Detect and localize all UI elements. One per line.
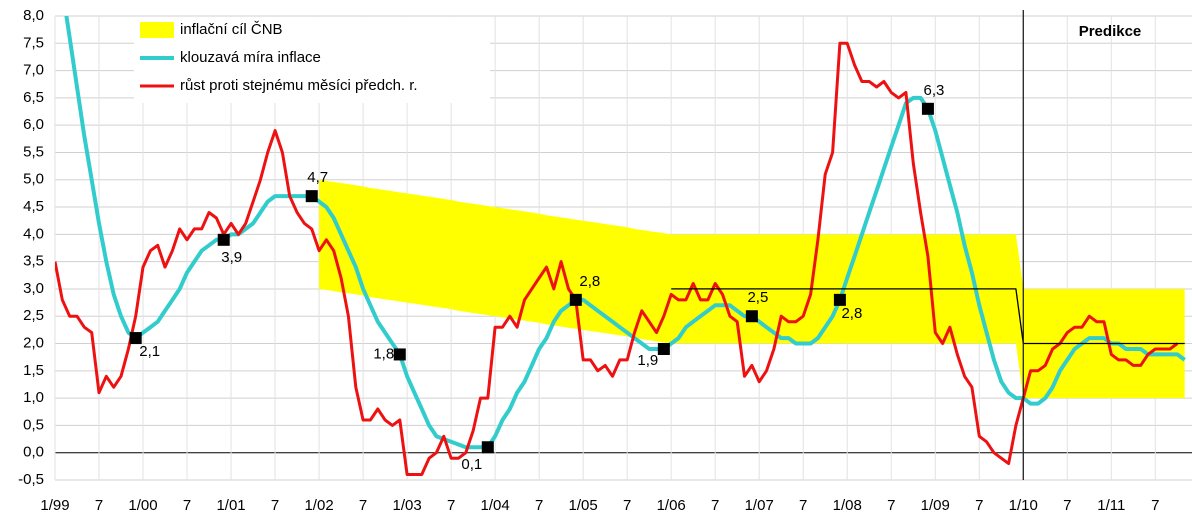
x-tick-label: 7 — [1063, 497, 1071, 514]
x-tick-label: 7 — [271, 497, 279, 514]
data-label: 2,8 — [841, 305, 862, 322]
y-tick-label: 3,5 — [23, 253, 44, 270]
line — [64, 16, 1186, 450]
y-tick-label: 2,5 — [23, 307, 44, 324]
marker — [129, 332, 142, 345]
x-tick-label: 1/10 — [1009, 497, 1038, 514]
x-tick-label: 7 — [95, 497, 103, 514]
data-label: 2,1 — [139, 343, 160, 360]
plot-area — [55, 16, 1186, 476]
legend-label: inflační cíl ČNB — [180, 21, 283, 38]
x-tick-label: 1/08 — [833, 497, 862, 514]
marker — [481, 441, 494, 454]
legend-box — [134, 17, 490, 103]
data-label: 3,9 — [221, 249, 242, 266]
marker — [921, 102, 934, 115]
y-tick-label: 6,5 — [23, 89, 44, 106]
y-tick-label: 7,5 — [23, 34, 44, 51]
marker — [833, 293, 846, 306]
data-label: 2,8 — [579, 273, 600, 290]
x-tick-label: 7 — [183, 497, 191, 514]
y-tick-label: 0,5 — [23, 416, 44, 433]
annotation: Predikce — [1079, 23, 1142, 40]
data-label: 1,9 — [637, 352, 658, 369]
x-tick-label: 1/99 — [40, 497, 69, 514]
x-tick-label: 1/00 — [128, 497, 157, 514]
x-tick-label: 7 — [799, 497, 807, 514]
x-tick-label: 7 — [1151, 497, 1159, 514]
y-tick-label: 1,0 — [23, 389, 44, 406]
data-label: 1,8 — [373, 345, 394, 362]
x-tick-label: 7 — [359, 497, 367, 514]
x-tick-label: 7 — [623, 497, 631, 514]
y-tick-label: 2,0 — [23, 334, 44, 351]
data-label: 4,7 — [307, 169, 328, 186]
y-tick-label: 3,0 — [23, 280, 44, 297]
y-tick-label: 0,0 — [23, 444, 44, 461]
marker — [657, 342, 670, 355]
marker — [569, 293, 582, 306]
legend-label: klouzavá míra inflace — [180, 49, 321, 66]
y-tick-label: 6,0 — [23, 116, 44, 133]
x-tick-label: 1/05 — [569, 497, 598, 514]
x-tick-label: 1/07 — [745, 497, 774, 514]
y-tick-label: 7,0 — [23, 62, 44, 79]
x-tick-label: 1/04 — [481, 497, 510, 514]
x-tick-label: 1/11 — [1097, 497, 1125, 514]
marker — [745, 310, 758, 323]
line — [55, 41, 1179, 476]
legend: inflační cíl ČNB klouzavá míra inflace růs… — [134, 17, 490, 103]
x-tick-label: 7 — [535, 497, 543, 514]
y-tick-label: 4,5 — [23, 198, 44, 215]
data-label: 0,1 — [461, 456, 482, 473]
marker — [305, 190, 318, 203]
grid — [54, 15, 1192, 481]
y-tick-label: 5,5 — [23, 143, 44, 160]
x-tick-label: 1/01 — [216, 497, 245, 514]
y-tick-label: 4,0 — [23, 225, 44, 242]
x-tick-label: 1/06 — [657, 497, 686, 514]
legend-label: růst proti stejnému měsíci předch. r. — [180, 77, 418, 94]
x-tick-label: 7 — [975, 497, 983, 514]
y-tick-label: 5,0 — [23, 171, 44, 188]
marker — [217, 233, 230, 246]
y-tick-label: -0,5 — [18, 471, 44, 488]
marker — [393, 348, 406, 361]
y-tick-label: 1,5 — [23, 362, 44, 379]
x-tick-label: 7 — [887, 497, 895, 514]
x-tick-label: 7 — [447, 497, 455, 514]
data-label: 6,3 — [923, 82, 944, 99]
line — [671, 288, 1185, 345]
data-label: 2,5 — [747, 289, 768, 306]
labels: -0,5 0,0 0,5 1,0 1,5 2,0 2,5 3,0 3,5 4,0 4,5 5,0 5,5… — [18, 7, 1159, 514]
y-tick-label: 8,0 — [23, 7, 44, 24]
legend-swatch — [140, 22, 174, 38]
x-tick-label: 7 — [711, 497, 719, 514]
x-tick-label: 1/03 — [393, 497, 422, 514]
x-tick-label: 1/09 — [921, 497, 950, 514]
x-tick-label: 1/02 — [304, 497, 333, 514]
